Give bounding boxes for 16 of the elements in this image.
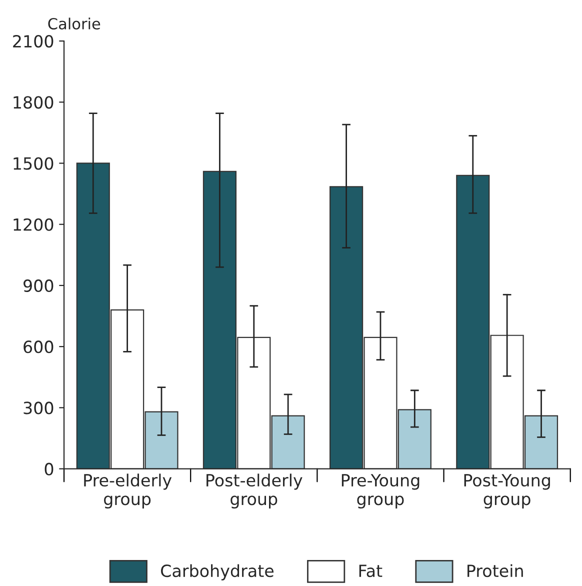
- y-tick-label: 1200: [14, 218, 54, 231]
- y-tick-label: 600: [24, 340, 54, 354]
- x-tick-label: Pre-elderly group: [84, 474, 172, 508]
- x-tick-label: Post-elderly group: [206, 474, 302, 508]
- y-tick-label: 900: [24, 279, 54, 292]
- y-tick-label: 2100: [13, 34, 54, 48]
- legend-label: Fat: [359, 564, 382, 578]
- y-axis-title: Calorie: [48, 18, 100, 30]
- x-tick-label: Pre-Young group: [342, 474, 420, 508]
- y-tick-label: 1500: [14, 157, 54, 170]
- legend-label: Carbohydrate: [161, 564, 274, 580]
- x-tick-label: Post-Young group: [464, 474, 550, 508]
- y-tick-label: 1800: [14, 96, 54, 109]
- legend-label: Protein: [468, 564, 523, 578]
- y-tick-label: 300: [24, 402, 54, 414]
- y-tick-label: 0: [44, 462, 54, 476]
